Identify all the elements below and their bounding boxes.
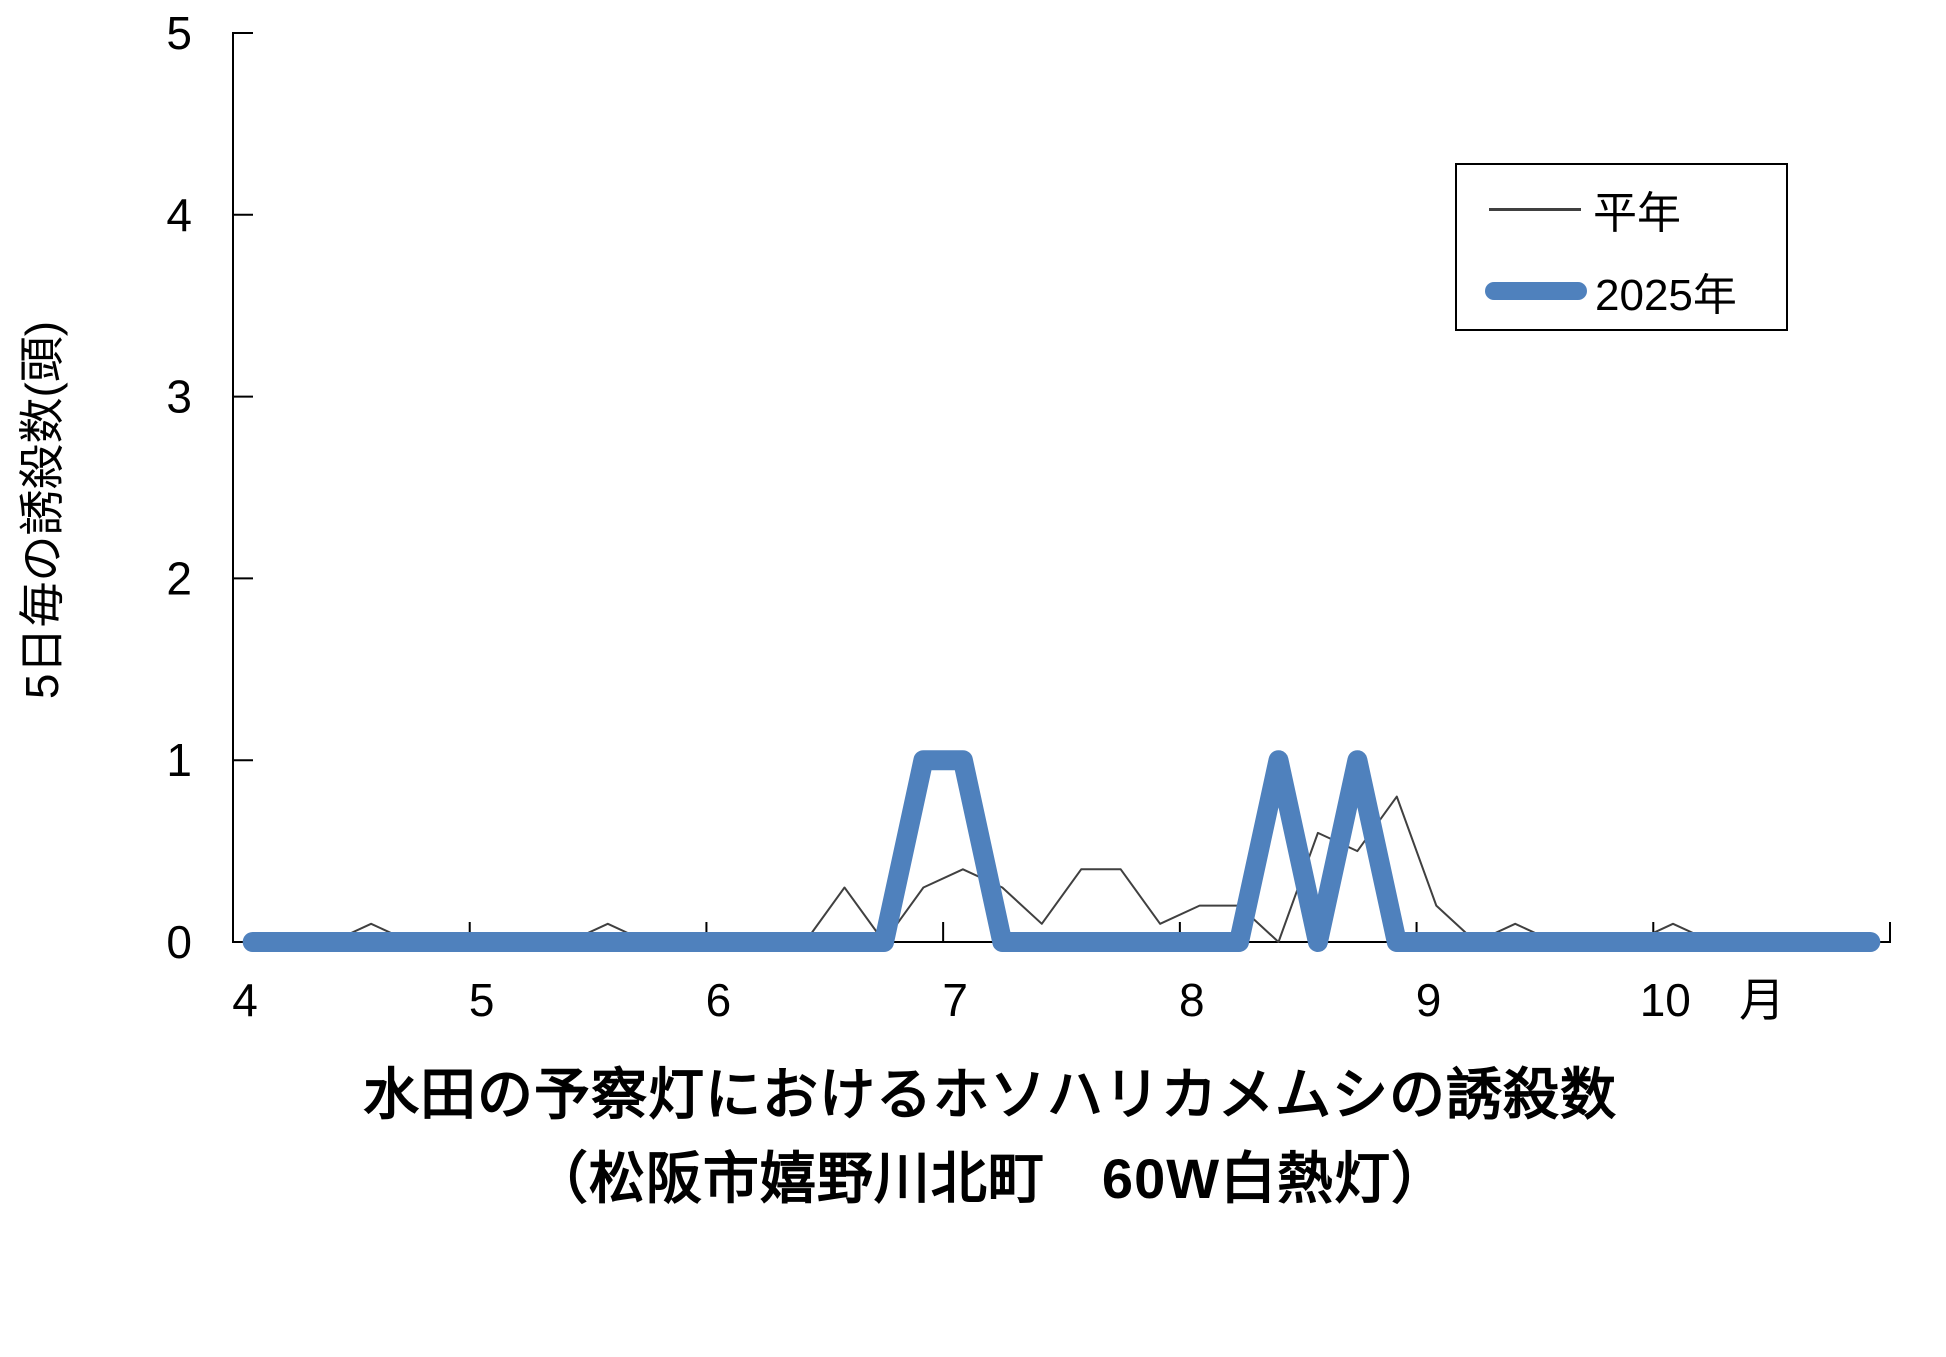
x-tick-label: 7 (942, 974, 968, 1026)
chart-subtitle: （松阪市嬉野川北町 60W白熱灯） (531, 1147, 1449, 1210)
legend-label-heinen: 平年 (1593, 189, 1681, 238)
series-line-heinen (251, 795, 1872, 943)
legend-thin-line-swatch (1489, 207, 1581, 211)
y-tick-label: 5 (166, 7, 192, 59)
axes-layer: 0 1 2 3 4 5 4 5 6 7 8 9 10 (166, 7, 1891, 1026)
legend-item-2025: 2025年 (1485, 251, 1737, 331)
legend-item-heinen: 平年 (1489, 165, 1681, 253)
series-layer (242, 750, 1881, 952)
y-tick-label: 2 (166, 552, 192, 604)
x-axis-unit-label: 月 (1739, 974, 1785, 1026)
x-tick-label: 10 (1640, 974, 1691, 1026)
y-tick-label: 1 (166, 734, 192, 786)
x-tick-label: 4 (232, 974, 258, 1026)
legend-label-2025: 2025年 (1595, 271, 1737, 320)
x-tick-label: 5 (469, 974, 495, 1026)
legend: 平年 2025年 (1455, 163, 1788, 331)
x-tick-label: 6 (706, 974, 732, 1026)
y-tick-label: 3 (166, 371, 192, 423)
x-tick-label: 9 (1416, 974, 1442, 1026)
x-tick-label: 8 (1179, 974, 1205, 1026)
legend-thick-line-swatch (1485, 282, 1587, 300)
y-tick-label: 0 (166, 916, 192, 968)
series-line-2025 (242, 750, 1881, 952)
y-tick-label: 4 (166, 189, 192, 241)
chart-title: 水田の予察灯におけるホソハリカメムシの誘殺数 (363, 1063, 1617, 1126)
y-axis-title: 5日毎の誘殺数(頭) (16, 321, 68, 699)
